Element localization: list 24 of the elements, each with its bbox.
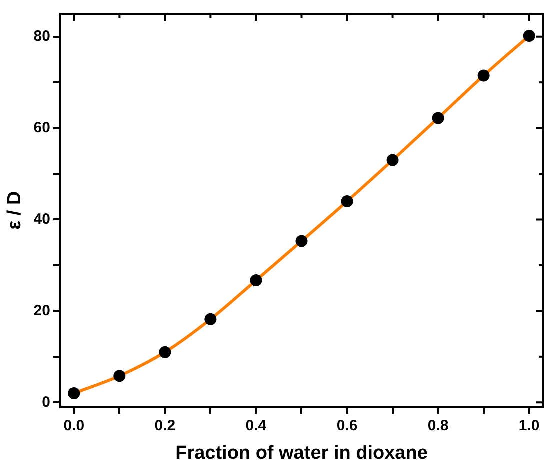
point bbox=[386, 154, 399, 166]
x-tick-label: 1.0 bbox=[518, 417, 540, 434]
point bbox=[523, 30, 536, 42]
y-tick-label: 80 bbox=[34, 28, 50, 45]
point bbox=[296, 235, 308, 248]
x-tick-label: 0.8 bbox=[428, 417, 449, 434]
y-tick-label: 20 bbox=[34, 302, 50, 320]
point bbox=[68, 387, 80, 400]
y-tick-label: 40 bbox=[34, 210, 50, 228]
point bbox=[478, 70, 490, 82]
point bbox=[114, 370, 126, 382]
point bbox=[204, 313, 217, 326]
point bbox=[341, 195, 354, 208]
point bbox=[432, 112, 444, 124]
y-tick-label: 60 bbox=[34, 119, 50, 136]
x-tick-label: 0.0 bbox=[64, 417, 85, 434]
point bbox=[250, 274, 262, 287]
x-tick-label: 0.2 bbox=[154, 417, 176, 434]
y-tick-label: 0 bbox=[42, 394, 50, 411]
x-tick-label: 0.4 bbox=[246, 417, 268, 434]
y-axis-title: ε / D bbox=[4, 191, 26, 230]
point bbox=[159, 346, 172, 358]
x-tick-label: 0.6 bbox=[336, 417, 358, 434]
x-axis-title: Fraction of water in dioxane bbox=[176, 442, 428, 464]
